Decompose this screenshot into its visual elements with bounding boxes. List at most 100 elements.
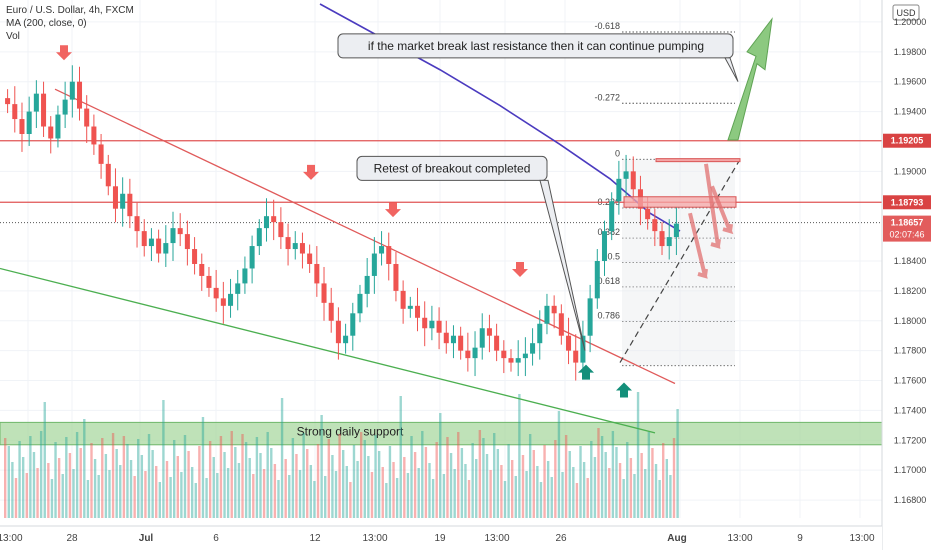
candle-body: [379, 246, 385, 254]
volume-bar: [669, 475, 672, 518]
volume-bar: [622, 479, 625, 518]
volume-bar: [647, 432, 651, 518]
volume-bar: [403, 457, 406, 518]
candle-body: [249, 246, 255, 269]
volume-bar: [208, 441, 212, 518]
volume-bar: [514, 476, 517, 518]
candle-body: [120, 193, 126, 209]
volume-bar: [406, 473, 410, 518]
resistance-note: if the market break last resistance then…: [368, 39, 704, 53]
up-arrow-marker: [616, 382, 632, 398]
candle-body: [386, 246, 392, 264]
volume-bar: [216, 473, 219, 518]
volume-bar: [428, 463, 431, 518]
volume-bar: [306, 449, 309, 518]
volume-bar: [29, 436, 32, 518]
volume-bar: [97, 475, 100, 518]
volume-bar: [165, 461, 169, 518]
volume-bar: [554, 440, 557, 518]
time-tick-label: Jul: [139, 533, 154, 544]
volume-bar: [399, 396, 402, 518]
volume-bar: [568, 451, 571, 518]
price-axis-background: [882, 0, 932, 550]
candle-body: [422, 317, 428, 329]
volume-bar: [302, 433, 305, 518]
volume-bar: [356, 461, 359, 518]
price-tick-label: 1.16800: [894, 495, 927, 505]
time-tick-label: 19: [434, 533, 446, 544]
volume-bar: [500, 465, 503, 518]
fib-level-label: -0.618: [594, 21, 620, 31]
fib-level-label: 0.618: [597, 276, 620, 286]
volume-bar: [550, 477, 553, 518]
volume-bar: [270, 448, 273, 518]
volume-bar: [640, 453, 643, 518]
chart-legend: Euro / U.S. Dollar, 4h, FXCM MA (200, cl…: [6, 4, 134, 43]
volume-bar: [338, 434, 341, 518]
volume-bar: [676, 409, 679, 518]
volume-bar: [187, 451, 190, 518]
candle-body: [228, 293, 234, 306]
current-price-label: 1.18657: [891, 218, 924, 228]
volume-bar: [108, 470, 111, 518]
volume-bar: [600, 436, 604, 518]
time-axis-background: [0, 526, 882, 550]
candle-body: [544, 305, 550, 324]
volume-bar: [327, 439, 331, 518]
volume-bar: [363, 440, 366, 518]
candle-body: [271, 216, 277, 223]
volume-bar: [478, 430, 482, 518]
symbol-title: Euro / U.S. Dollar, 4h, FXCM: [6, 5, 134, 16]
price-tick-label: 1.17000: [894, 465, 927, 475]
candle-body: [558, 313, 564, 336]
volume-bar: [543, 445, 546, 518]
volume-bar: [435, 442, 438, 518]
candle-body: [84, 108, 90, 127]
annotation-overlay: if the market break last resistance then…: [56, 17, 773, 398]
descending-resistance-trendline: [54, 88, 676, 385]
volume-bar: [475, 459, 478, 518]
price-tag: [883, 195, 931, 210]
volume-bar: [518, 394, 521, 518]
volume-bar: [665, 459, 669, 518]
volume-bar: [633, 474, 636, 518]
bearish-arrow: [710, 185, 734, 235]
volume-bar: [133, 476, 136, 518]
candle-body: [213, 287, 219, 299]
volume-bar: [532, 450, 535, 518]
volume-bar: [137, 439, 140, 518]
candle-body: [594, 261, 600, 299]
time-tick-label: 13:00: [849, 533, 874, 544]
volume-bar: [183, 435, 187, 518]
candle-body: [551, 305, 557, 314]
volume-bar: [446, 437, 449, 518]
volume-bar: [11, 462, 14, 518]
candle-body: [530, 343, 536, 354]
price-tick-label: 1.18200: [894, 286, 927, 296]
volume-bar: [273, 464, 277, 518]
volume-bar: [144, 471, 147, 518]
price-tick-label: 1.17200: [894, 435, 927, 445]
candle-body: [566, 335, 572, 351]
candle-body: [587, 298, 593, 336]
currency-badge: USD: [896, 8, 916, 18]
callout-box: [337, 33, 734, 59]
fib-level-label: 0.382: [597, 227, 620, 237]
bearish-arrow: [688, 212, 708, 279]
price-tag: [883, 133, 931, 148]
price-tick-label: 1.18000: [894, 316, 927, 326]
price-tag-label: 1.18793: [891, 197, 924, 207]
fib-level-label: -0.272: [594, 92, 620, 102]
volume-bar: [198, 446, 201, 518]
volume-bar: [644, 469, 647, 518]
volume-bar: [280, 398, 284, 518]
candle-body: [256, 228, 262, 247]
candle-body: [436, 320, 442, 333]
volume-bar: [313, 481, 316, 518]
volume-bar: [255, 437, 259, 518]
volume-bar: [608, 468, 611, 518]
time-tick-label: 13:00: [484, 533, 509, 544]
volume-bar: [392, 462, 395, 518]
volume-bar: [359, 432, 363, 518]
